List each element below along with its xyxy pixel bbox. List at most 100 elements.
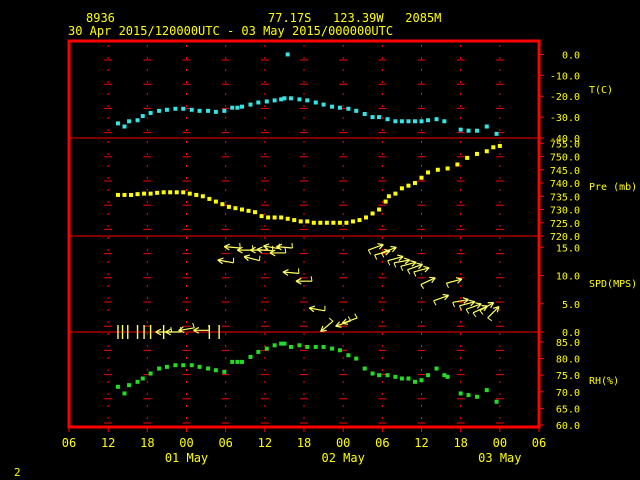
wind-arrow bbox=[320, 317, 334, 333]
pressure-point bbox=[406, 183, 411, 188]
x-tick-label: 12 bbox=[414, 436, 428, 450]
wind-arrow bbox=[420, 276, 436, 289]
labels-layer: 06 12 18 00 06 12 18 00 06 12 18 00 06 01 May 02 May 03… bbox=[62, 50, 637, 465]
temperature-point bbox=[297, 97, 302, 102]
temperature-point bbox=[148, 110, 153, 115]
date-label: 02 May bbox=[321, 451, 364, 465]
panel-label-temperature: T(C) bbox=[589, 85, 613, 96]
y-tick-label: 725.0 bbox=[550, 219, 580, 230]
pressure-point bbox=[122, 192, 127, 197]
wind-arrow bbox=[407, 262, 423, 275]
wind-arrow-head bbox=[342, 322, 349, 325]
wind-arrow-barb bbox=[387, 260, 391, 266]
wind-arrow-head bbox=[320, 325, 324, 332]
humidity-point bbox=[264, 346, 269, 351]
pressure-point bbox=[344, 220, 349, 225]
x-tick-label: 06 bbox=[375, 436, 389, 450]
humidity-point bbox=[157, 366, 162, 371]
humidity-point bbox=[148, 371, 153, 376]
wind-arrow-shaft bbox=[433, 294, 449, 302]
humidity-point bbox=[399, 376, 404, 381]
wind-arrow-head bbox=[496, 306, 500, 313]
temperature-point bbox=[393, 119, 398, 124]
pressure-point bbox=[445, 166, 450, 171]
wind-arrow bbox=[479, 301, 495, 315]
wind-arrow-shaft bbox=[400, 261, 417, 267]
pressure-point bbox=[331, 220, 336, 225]
wind-arrow-head bbox=[431, 277, 436, 283]
wind-arrow-barb bbox=[479, 310, 484, 315]
wind-arrow-head bbox=[423, 265, 430, 269]
wind-arrow bbox=[487, 306, 500, 322]
temperature-point bbox=[213, 109, 218, 114]
temperature-point bbox=[222, 108, 227, 113]
wind-arrow-head bbox=[295, 280, 302, 285]
wind-arrow-shaft bbox=[256, 248, 273, 252]
station-location: 77.17S 123.39W 2085M bbox=[268, 11, 441, 25]
temperature-point bbox=[248, 102, 253, 107]
humidity-point bbox=[140, 376, 145, 381]
wind-arrow-shaft bbox=[487, 306, 500, 319]
temperature-point bbox=[377, 115, 382, 120]
wind-arrow-barb bbox=[367, 249, 372, 255]
wind-arrow-head bbox=[269, 249, 276, 254]
pressure-point bbox=[318, 220, 323, 225]
humidity-point bbox=[239, 359, 244, 364]
wind-arrow-head bbox=[410, 260, 417, 263]
humidity-point bbox=[305, 344, 310, 349]
page-number: 2 bbox=[14, 466, 21, 479]
wind-arrow-head bbox=[442, 293, 449, 296]
temperature-point bbox=[282, 96, 287, 101]
humidity-point bbox=[406, 376, 411, 381]
temperature-point bbox=[264, 99, 269, 104]
wind-arrow-shaft bbox=[413, 267, 430, 273]
y-tick-label: 755.0 bbox=[550, 139, 580, 150]
wind-arrow bbox=[380, 245, 397, 258]
wind-arrow-head bbox=[385, 250, 391, 256]
temperature-point bbox=[239, 104, 244, 109]
humidity-point bbox=[330, 346, 335, 351]
pressure-point bbox=[213, 199, 218, 204]
panel-label-humidity: RH(%) bbox=[589, 376, 619, 387]
wind-arrow-head bbox=[178, 329, 185, 334]
pressure-point bbox=[285, 216, 290, 221]
period-range: 30 Apr 2015/120000UTC - 03 May 2015/0000… bbox=[68, 24, 393, 38]
wind-arrow-head bbox=[463, 299, 469, 304]
pressure-point bbox=[465, 155, 470, 160]
wind-arrow-shaft bbox=[393, 259, 410, 264]
wind-arrow-head bbox=[398, 256, 404, 262]
wind-arrow-barb bbox=[465, 309, 470, 314]
y-tick-label: -30.0 bbox=[550, 113, 580, 124]
wind-arrow-barb bbox=[413, 271, 417, 277]
x-tick-label: 00 bbox=[336, 436, 350, 450]
pressure-point bbox=[383, 199, 388, 204]
pressure-point bbox=[142, 191, 147, 196]
wind-arrow bbox=[282, 268, 300, 276]
wind-arrow-shaft bbox=[420, 277, 436, 286]
humidity-point bbox=[122, 391, 127, 396]
x-tick-label: 18 bbox=[453, 436, 467, 450]
wind-arrow-head bbox=[243, 256, 249, 262]
temperature-point bbox=[412, 119, 417, 124]
humidity-point bbox=[458, 391, 463, 396]
humidity-point bbox=[385, 373, 390, 378]
wind-arrow-head bbox=[424, 267, 430, 273]
pressure-point bbox=[259, 214, 264, 219]
wind-arrow bbox=[263, 243, 280, 251]
y-tick-label: 720.0 bbox=[550, 232, 580, 243]
pressure-point bbox=[174, 190, 179, 195]
pressure-point bbox=[386, 194, 391, 199]
pressure-point bbox=[266, 215, 271, 220]
humidity-point bbox=[279, 341, 284, 346]
wind-arrow-head bbox=[250, 249, 256, 254]
wind-arrow-head bbox=[490, 302, 495, 309]
humidity-point bbox=[426, 373, 431, 378]
wind-arrow bbox=[445, 277, 463, 288]
wind-arrow-shaft bbox=[282, 271, 299, 275]
wind-arrow bbox=[465, 302, 482, 314]
pressure-point bbox=[233, 206, 238, 211]
pressure-point bbox=[200, 194, 205, 199]
temperature-point bbox=[122, 124, 127, 129]
pressure-point bbox=[207, 196, 212, 201]
humidity-point bbox=[445, 374, 450, 379]
